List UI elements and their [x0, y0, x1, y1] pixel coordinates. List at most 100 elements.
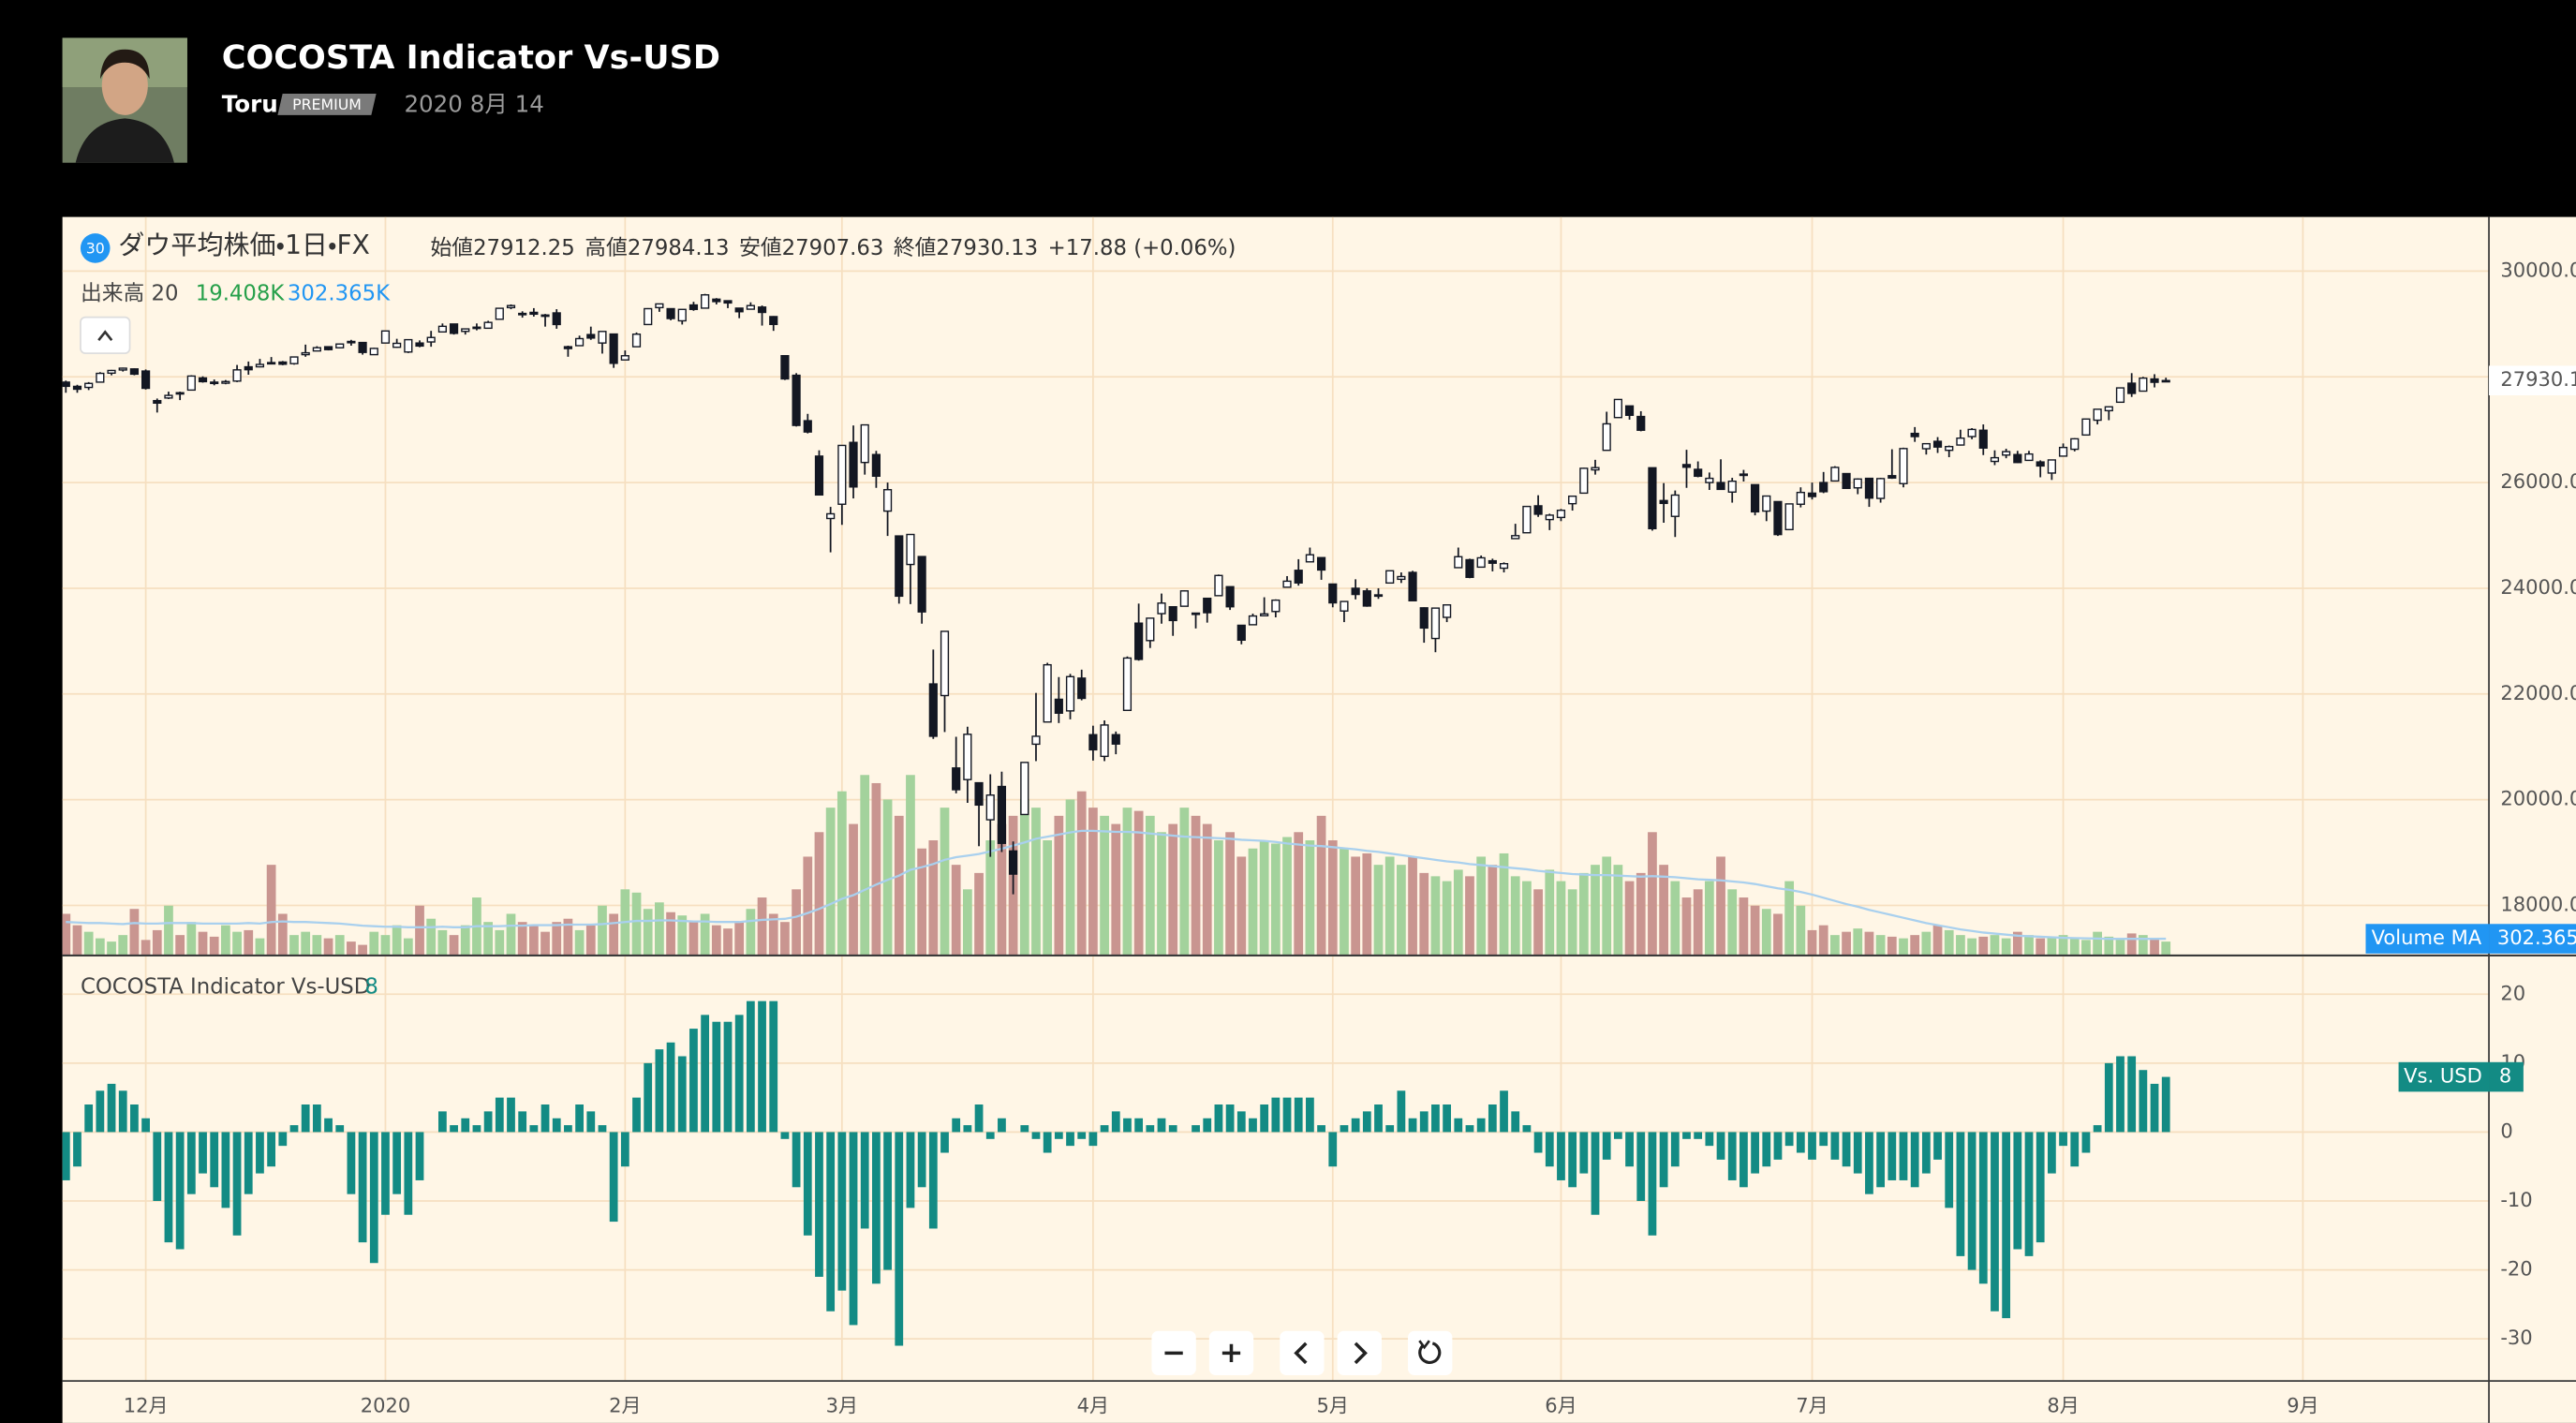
volume-bar: [118, 935, 128, 956]
volume-bar: [1397, 865, 1406, 956]
candle-body: [963, 734, 972, 780]
candle-body: [985, 794, 995, 821]
indicator-bar: [2093, 1125, 2102, 1133]
candle-body: [940, 630, 950, 697]
volume-bar: [72, 925, 82, 956]
candle-body: [598, 331, 607, 344]
volume-bar: [1842, 931, 1851, 956]
author-name[interactable]: Toru: [222, 90, 278, 117]
candle-body: [1443, 604, 1452, 618]
indicator-bar: [221, 1132, 230, 1208]
scroll-right-button[interactable]: [1337, 1330, 1382, 1376]
volume-bar: [563, 918, 573, 956]
indicator-bar: [1716, 1132, 1725, 1160]
candle-body: [335, 343, 345, 348]
candle-body: [1373, 594, 1384, 598]
indicator-bar: [1762, 1132, 1771, 1167]
indicator-bar: [1670, 1132, 1680, 1167]
indicator-bar: [450, 1125, 458, 1133]
y-tick-label: -10: [2500, 1188, 2532, 1211]
candle-body: [1499, 563, 1509, 570]
indicator-bar: [1830, 1132, 1840, 1160]
indicator-bar: [1385, 1125, 1395, 1133]
indicator-bar: [244, 1132, 253, 1194]
candle-body: [1362, 590, 1371, 607]
volume-bar: [277, 913, 288, 956]
symbol-badge: [80, 233, 111, 263]
candle-body: [392, 342, 402, 348]
volume-bar: [1510, 876, 1520, 956]
indicator-bar: [1351, 1118, 1360, 1133]
indicator-bar: [712, 1021, 721, 1133]
volume-bar: [894, 815, 904, 956]
candle-layer: [62, 293, 2170, 895]
reset-icon: [1418, 1341, 1442, 1364]
indicator-bar: [392, 1132, 402, 1194]
reset-button[interactable]: [1408, 1330, 1453, 1376]
volume-bar: [1225, 832, 1235, 956]
indicator-bar: [1568, 1132, 1577, 1188]
indicator-bar: [62, 1132, 70, 1180]
volume-bar: [585, 925, 596, 956]
volume-bar: [141, 940, 151, 956]
volume-bar: [711, 925, 721, 956]
zoom-out-button[interactable]: [1151, 1330, 1196, 1376]
indicator-bar: [1819, 1132, 1828, 1147]
candle-body: [803, 420, 812, 433]
volume-bar: [244, 929, 254, 956]
indicator-bar: [1203, 1118, 1212, 1133]
volume-bar: [1602, 856, 1612, 956]
candle-body: [2139, 377, 2148, 393]
indicator-bar: [883, 1132, 892, 1270]
volume-bar: [1157, 832, 1166, 956]
scroll-left-button[interactable]: [1280, 1330, 1325, 1376]
candle-body: [1157, 602, 1166, 615]
volume-bar: [631, 892, 642, 956]
indicator-bar: [1157, 1118, 1166, 1133]
indicator-bar: [84, 1104, 94, 1133]
volume-bar: [2104, 936, 2114, 956]
candle-body: [1932, 440, 1943, 448]
indicator-bar: [1260, 1104, 1269, 1133]
indicator-bar: [1956, 1132, 1965, 1256]
volume-bar: [2150, 938, 2159, 956]
indicator-bar: [1853, 1132, 1862, 1174]
candle-body: [1648, 467, 1657, 530]
volume-bar: [2126, 933, 2137, 956]
candle-body: [1054, 698, 1063, 714]
volume-bar: [528, 925, 539, 956]
candle-body: [701, 294, 710, 309]
indicator-bar: [746, 1001, 755, 1133]
volume-bar: [1214, 840, 1223, 956]
volume-ma-line: [66, 829, 2167, 941]
last-price-text: 27930.13: [2500, 367, 2576, 391]
indicator-bar: [1625, 1132, 1634, 1167]
publish-date: 2020 8月 14: [404, 90, 543, 117]
indicator-bar: [985, 1132, 995, 1139]
premium-badge-text: PREMIUM: [292, 96, 362, 113]
volume-bar: [849, 823, 858, 956]
candle-body: [529, 311, 539, 316]
y-tick-label: 18000.00: [2500, 892, 2576, 915]
candle-body: [1214, 574, 1223, 597]
volume-bar: [1899, 938, 1908, 956]
candle-body: [164, 394, 173, 399]
button-bg: [1337, 1330, 1382, 1376]
indicator-bar: [404, 1132, 413, 1215]
candle-body: [1624, 405, 1635, 416]
volume-bar: [2161, 941, 2171, 956]
candle-body: [1065, 675, 1075, 712]
volume-bar: [323, 938, 333, 956]
volume-bar: [1145, 815, 1155, 956]
volume-bar: [449, 935, 459, 956]
volume-bar: [1591, 865, 1600, 956]
indicator-bar: [540, 1104, 550, 1133]
collapse-button[interactable]: [80, 316, 131, 355]
x-tick-label: 2020: [361, 1393, 411, 1416]
x-tick-label: 8月: [2047, 1393, 2079, 1416]
avatar-hair: [99, 49, 150, 80]
indicator-bar: [917, 1132, 926, 1188]
zoom-in-button[interactable]: [1208, 1330, 1254, 1376]
indicator-bar: [1659, 1132, 1668, 1188]
x-tick-label: 9月: [2287, 1393, 2318, 1416]
